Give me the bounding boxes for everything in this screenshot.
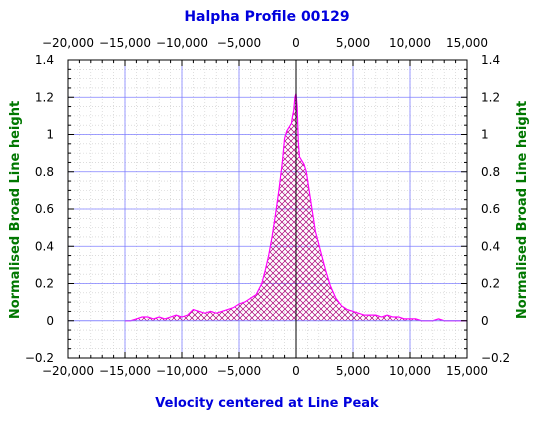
x-tick-label-bottom: −10,000 xyxy=(156,364,208,378)
x-tick-label-top: −10,000 xyxy=(156,36,208,50)
x-tick-label-bottom: −5,000 xyxy=(217,364,261,378)
x-tick-label-top: −5,000 xyxy=(217,36,261,50)
x-tick-label-bottom: 0 xyxy=(292,364,300,378)
x-tick-label-bottom: −20,000 xyxy=(42,364,94,378)
y-tick-label-left: 0.2 xyxy=(35,277,54,291)
y-tick-label-left: 1.2 xyxy=(35,90,54,104)
y-tick-label-left: 0 xyxy=(46,314,54,328)
y-tick-label-right: 0.2 xyxy=(481,277,500,291)
y-tick-label-right: 1.2 xyxy=(481,90,500,104)
y-tick-label-right: 0.6 xyxy=(481,202,500,216)
plot-layer: −20,000 −20,000 −15,000 −15,000 −10,000 −10,0… xyxy=(25,36,510,378)
y-tick-label-right: 1 xyxy=(481,128,489,142)
y-tick-label-right: 1.4 xyxy=(481,53,500,67)
x-tick-label-bottom: 15,000 xyxy=(446,364,488,378)
x-tick-label-bottom: 10,000 xyxy=(389,364,431,378)
y-tick-label-right: 0.4 xyxy=(481,239,500,253)
y-tick-label-left: 0.6 xyxy=(35,202,54,216)
chart-title: Halpha Profile 00129 xyxy=(184,9,349,25)
y-axis-label-right: Normalised Broad Line height xyxy=(515,101,530,319)
x-tick-label-bottom: 5,000 xyxy=(336,364,370,378)
x-tick-label-top: 15,000 xyxy=(446,36,488,50)
y-tick-label-right: 0.8 xyxy=(481,165,500,179)
x-tick-label-top: 0 xyxy=(292,36,300,50)
x-tick-label-top: −20,000 xyxy=(42,36,94,50)
x-tick-label-top: 10,000 xyxy=(389,36,431,50)
y-tick-label-right: −0.2 xyxy=(481,351,510,365)
y-tick-label-left: 1 xyxy=(46,128,54,142)
y-tick-label-left: 0.4 xyxy=(35,239,54,253)
y-tick-label-right: 0 xyxy=(481,314,489,328)
y-axis-label-left: Normalised Broad Line height xyxy=(8,101,23,319)
y-tick-label-left: 0.8 xyxy=(35,165,54,179)
x-axis-label: Velocity centered at Line Peak xyxy=(155,396,379,411)
y-tick-label-left: 1.4 xyxy=(35,53,54,67)
x-tick-label-bottom: −15,000 xyxy=(99,364,151,378)
y-tick-label-left: −0.2 xyxy=(25,351,54,365)
x-tick-label-top: 5,000 xyxy=(336,36,370,50)
x-tick-label-top: −15,000 xyxy=(99,36,151,50)
